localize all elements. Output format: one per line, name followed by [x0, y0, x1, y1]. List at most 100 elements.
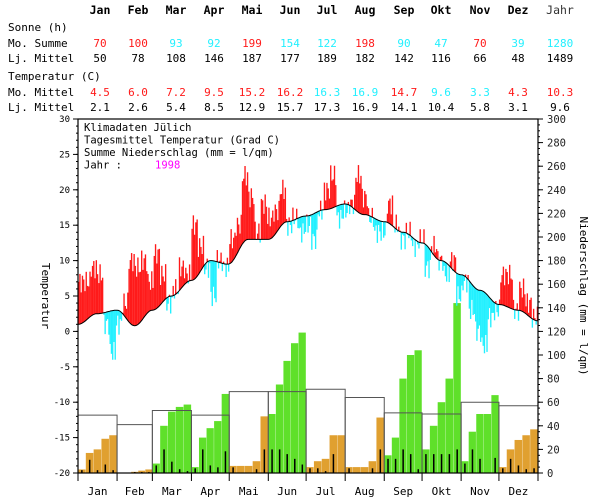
temperature-bar	[355, 177, 357, 211]
temperature-bar	[273, 221, 275, 236]
temperature-bar	[425, 245, 428, 266]
legend-line: Klimadaten Jülich	[84, 122, 191, 134]
temperature-bar	[495, 301, 497, 304]
precip-cumulative-bar	[145, 469, 153, 473]
precip-cumulative-bar	[429, 425, 438, 473]
temperature-bar	[173, 295, 176, 299]
precip-daily-bar	[348, 468, 350, 473]
temperature-bar	[96, 274, 99, 314]
temperature-bar	[201, 254, 203, 269]
temperature-bar	[516, 303, 518, 311]
temperature-bar	[380, 221, 382, 241]
y-tick-label-right: 140	[547, 303, 566, 315]
temperature-bar	[226, 257, 229, 265]
precip-cumulative-bar	[206, 428, 214, 473]
temperature-bar	[110, 310, 113, 354]
temp-mean-value: 3.1	[508, 101, 528, 114]
temperature-bar	[511, 279, 513, 309]
precip-daily-bar	[317, 468, 319, 473]
y-tick-label-left: 10	[59, 257, 70, 267]
temperature-bar	[490, 298, 492, 328]
temperature-bar	[400, 232, 402, 250]
temperature-bar	[341, 204, 343, 219]
temperature-bar	[277, 220, 279, 231]
temperature-bar	[440, 255, 443, 261]
temperature-bar	[294, 219, 297, 221]
temperature-bar	[360, 175, 362, 214]
x-tick-label: Jan	[88, 485, 108, 498]
temperature-bar	[301, 216, 303, 243]
temp-month-value: 14.7	[390, 86, 418, 99]
temperature-bar	[444, 262, 447, 277]
temperature-bar	[83, 279, 85, 323]
temperature-bar	[91, 265, 94, 316]
precip-cumulative-bar	[530, 429, 538, 473]
temperature-bar	[439, 256, 442, 261]
precip-daily-bar	[294, 458, 296, 473]
sun-month-value: 198	[355, 37, 375, 50]
legend-line: Summe Niederschlag (mm = l/qm)	[84, 147, 274, 159]
temperature-bar	[424, 244, 426, 277]
sun-month-value: 1280	[546, 37, 574, 50]
precip-daily-bar	[332, 454, 335, 473]
temperature-bar	[524, 294, 526, 313]
temperature-bar	[183, 278, 186, 285]
temperature-bar	[260, 198, 263, 240]
temperature-bar	[84, 291, 86, 322]
temperature-bar	[198, 238, 201, 273]
temperature-bar	[340, 204, 342, 210]
temperature-bar	[187, 281, 190, 284]
temperature-bar	[211, 260, 213, 307]
precip-daily-bar	[509, 458, 512, 473]
temperature-bar	[408, 234, 410, 239]
temperature-bar	[217, 262, 220, 269]
temperature-bar	[417, 241, 419, 245]
temp-month-value: 16.3	[313, 86, 341, 99]
year-label: Jahr :	[84, 160, 122, 172]
temperature-bar	[409, 221, 411, 236]
temperature-bar	[346, 204, 348, 214]
precip-cumulative-bar	[376, 417, 384, 473]
x-tick-label: Jun	[277, 485, 297, 498]
precip-daily-bar	[271, 449, 273, 473]
temp-mean-value: 17.3	[313, 101, 341, 114]
temperature-bar	[374, 218, 376, 231]
sun-mean-value: 1489	[546, 52, 574, 65]
y-tick-label-right: 200	[547, 232, 566, 244]
temp-month-value: 4.5	[90, 86, 110, 99]
temperature-bar	[269, 226, 271, 239]
temperature-bar	[405, 222, 408, 233]
temperature-bar	[152, 287, 154, 311]
temperature-bar	[144, 254, 147, 316]
sun-mean-value: 142	[394, 52, 414, 65]
temperature-bar	[469, 282, 472, 319]
temperature-bar	[244, 166, 246, 241]
temperature-bar	[151, 271, 153, 311]
temperature-bar	[297, 218, 299, 229]
temp-month-value: 3.3	[470, 86, 490, 99]
temperature-bar	[278, 200, 280, 229]
temperature-bar	[350, 199, 352, 207]
temperature-bar	[306, 214, 308, 216]
temperature-bar	[384, 221, 386, 236]
temperature-bar	[108, 311, 110, 335]
temperature-bar	[428, 248, 430, 279]
temperature-bar	[100, 280, 103, 314]
temperature-bar	[303, 216, 305, 234]
precip-daily-bar	[232, 467, 234, 473]
precip-daily-bar	[432, 454, 435, 473]
sun-month-value: 90	[397, 37, 411, 50]
temperature-bar	[404, 232, 406, 250]
temperature-bar	[210, 260, 212, 292]
temperature-bar	[365, 194, 367, 215]
temperature-bar	[453, 255, 455, 272]
temperature-bar	[335, 185, 337, 207]
temp-mean-value: 2.6	[128, 101, 148, 114]
precip-cumulative-bar	[368, 461, 377, 473]
temperature-bar	[510, 278, 512, 309]
temperature-bar	[118, 310, 120, 335]
temperature-bar	[364, 190, 366, 215]
precip-cumulative-bar	[138, 470, 145, 473]
month-header: Nov	[469, 3, 491, 17]
temperature-bar	[225, 264, 227, 278]
